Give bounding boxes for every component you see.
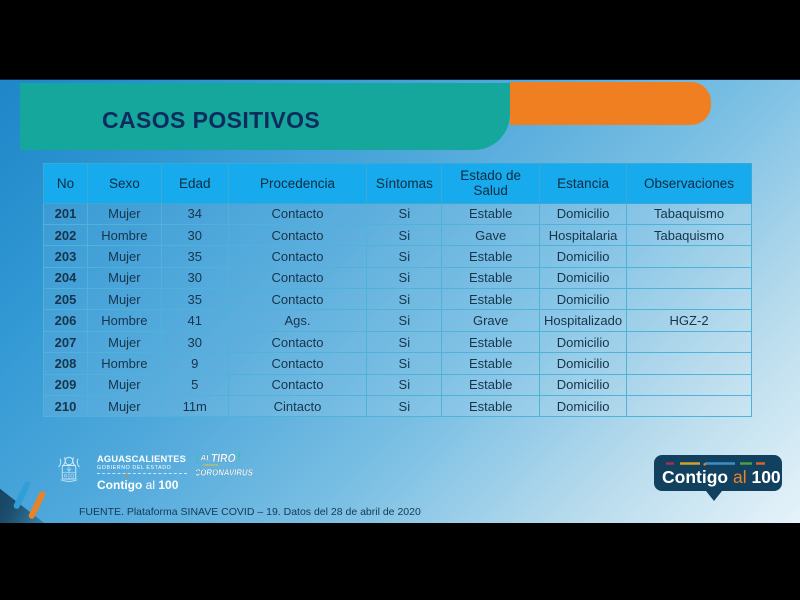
svg-text:!: !	[236, 450, 242, 464]
svg-text:CORONAVIRUS: CORONAVIRUS	[196, 467, 254, 477]
svg-text:CONTRA EL: CONTRA EL	[202, 463, 219, 467]
